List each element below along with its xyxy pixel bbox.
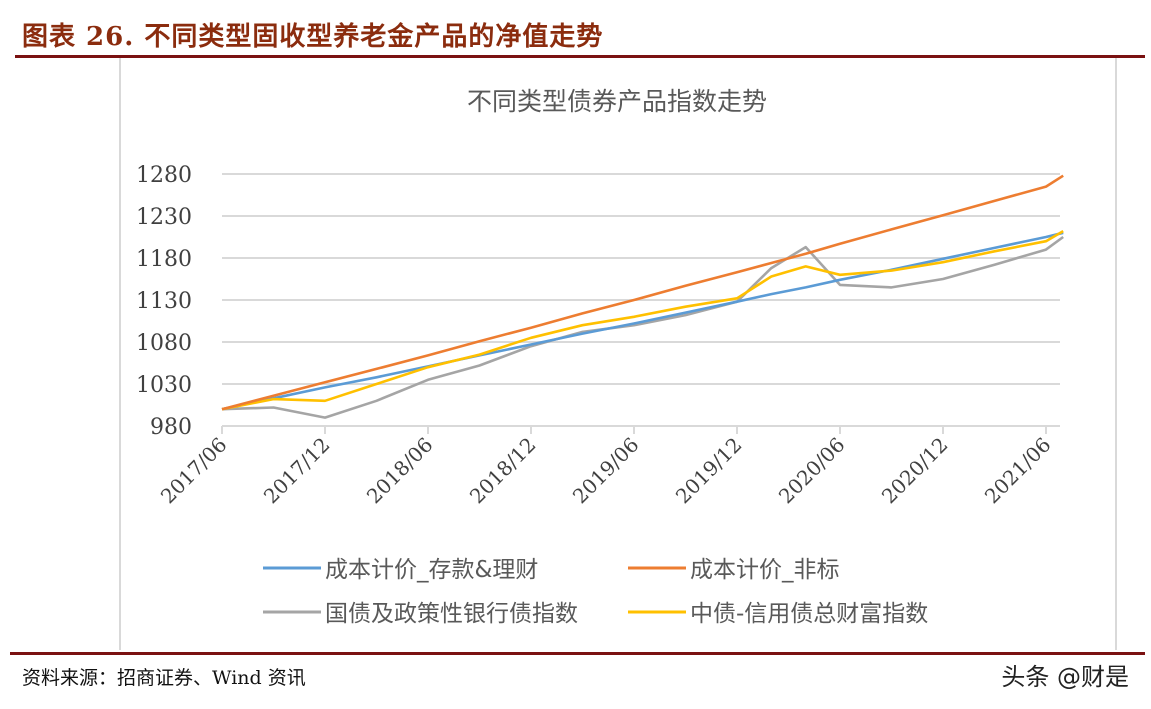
source-note: 资料来源：招商证券、Wind 资讯 [22, 667, 306, 689]
x-tick-label: 2019/12 [671, 433, 747, 509]
caption-rule [15, 55, 1145, 58]
x-tick-label: 2018/12 [465, 433, 541, 509]
series-lines [221, 174, 1064, 419]
figure-caption: 图表 26. 不同类型固收型养老金产品的净值走势 [22, 22, 604, 52]
legend-label: 国债及政策性银行债指数 [325, 601, 578, 627]
series-line [221, 229, 1064, 411]
chart-title: 不同类型债券产品指数走势 [467, 87, 767, 116]
y-tick-label: 1130 [136, 289, 192, 314]
x-tick-label: 2018/06 [362, 433, 438, 509]
series-line [221, 231, 1064, 411]
y-tick-label: 1030 [136, 373, 192, 398]
gridlines [222, 173, 1060, 427]
x-tick-label: 2020/12 [877, 433, 953, 509]
y-tick-label: 1230 [136, 205, 192, 230]
y-tick-label: 1180 [136, 247, 192, 272]
x-tick-label: 2019/06 [568, 433, 644, 509]
legend-label: 中债-信用债总财富指数 [690, 601, 928, 627]
series-line [221, 174, 1064, 411]
y-tick-label: 1280 [136, 163, 192, 188]
legend-label: 成本计价_存款&理财 [325, 557, 538, 583]
watermark: 头条 @财是 [1001, 663, 1129, 691]
y-tick-label: 1080 [136, 331, 192, 356]
y-axis-ticks: 980 1030 1080 1130 1180 1230 1280 [136, 163, 192, 440]
x-tick-label: 2017/06 [156, 433, 232, 509]
y-tick-label: 980 [150, 415, 192, 440]
legend-label: 成本计价_非标 [690, 557, 840, 583]
x-axis: 2017/06 2017/12 2018/06 2018/12 2019/06 2019/… [156, 426, 1056, 508]
chart-frame [119, 58, 1117, 650]
x-tick-label: 2020/06 [774, 433, 850, 509]
series-line [221, 235, 1064, 419]
x-tick-label: 2021/06 [980, 433, 1056, 509]
x-tick-label: 2017/12 [259, 433, 335, 509]
source-rule [10, 652, 1145, 655]
